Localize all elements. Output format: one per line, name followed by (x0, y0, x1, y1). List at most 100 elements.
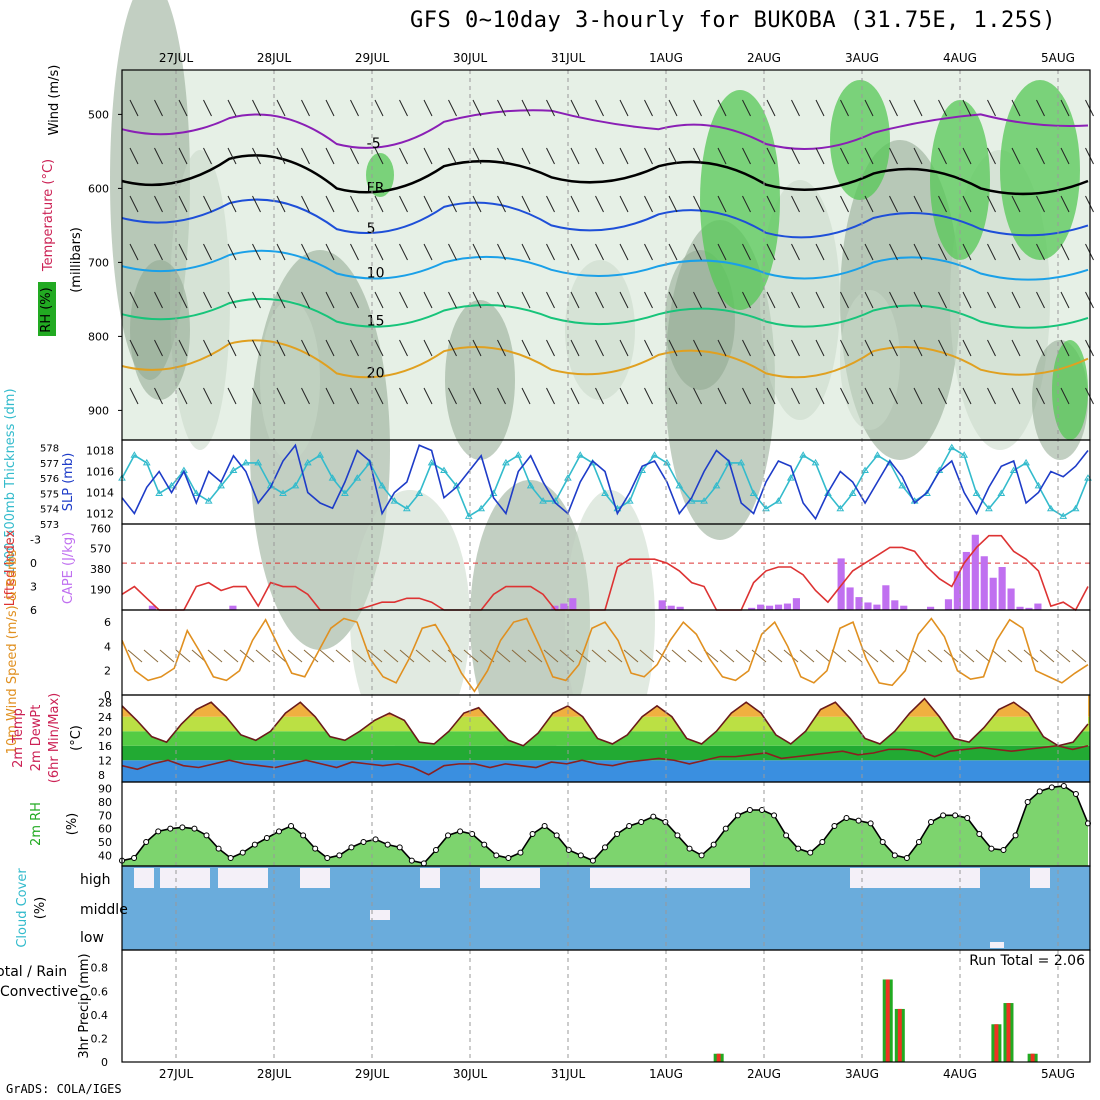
date-top-31JUL: 31JUL (551, 51, 586, 65)
cape-bar (864, 602, 872, 610)
rh-point (1072, 791, 1079, 797)
rh-point (493, 852, 500, 859)
upper-wind-barb (840, 147, 849, 165)
wind-barb (431, 649, 447, 663)
upper-wind-barb (619, 195, 629, 213)
rh-point (565, 847, 572, 853)
temp-tick-28: 28 (98, 696, 112, 709)
upper-wind-barb (178, 243, 188, 261)
label-cloud-unit: (%) (33, 897, 48, 920)
upper-wind-barb (570, 243, 580, 261)
thickness-line-marker (142, 458, 151, 466)
upper-wind-barb (1036, 195, 1045, 213)
thickness-line-marker (811, 458, 820, 466)
rh-point (360, 839, 367, 845)
rh-point (589, 857, 596, 864)
upper-wind-barb (350, 147, 359, 165)
precip-tick-0.8: 0.8 (91, 962, 109, 975)
wind-barb (767, 649, 783, 663)
wind-barb (143, 649, 159, 663)
upper-wind-barb (595, 147, 604, 165)
label-wind-10m: 10m Wind Speed (m/s) & Barbs (5, 549, 20, 754)
rh-point (215, 845, 222, 852)
upper-wind-barb (325, 339, 335, 357)
cape-bar (953, 571, 961, 610)
rh-shade-1 (170, 150, 230, 450)
upper-wind-barb (350, 195, 359, 213)
upper-wind-barb (497, 147, 506, 165)
upper-wind-barb (472, 99, 482, 117)
upper-wind-barb (570, 339, 580, 357)
rh-point (819, 839, 826, 845)
upper-wind-barb (497, 339, 506, 357)
temp-tick-20: 20 (98, 725, 112, 738)
upper-wind-barb (938, 243, 947, 261)
upper-wind-barb (1060, 195, 1070, 213)
upper-wind-barb (301, 195, 310, 213)
upper-wind-barb (521, 243, 531, 261)
upper-wind-barb (301, 291, 310, 309)
upper-wind-barb (766, 291, 776, 309)
rh-point (227, 855, 234, 861)
upper-wind-barb (423, 147, 433, 165)
wind-barb (1007, 649, 1023, 663)
thickness-line-marker (799, 451, 808, 458)
rh-high-0 (366, 153, 394, 197)
thickness-line-marker (291, 481, 300, 489)
upper-wind-barb (546, 387, 555, 405)
rh-point (1000, 847, 1007, 853)
thickness-line-marker (985, 504, 993, 512)
rh-point (662, 819, 669, 825)
thickness-line-marker (650, 451, 659, 458)
rh-point (1036, 788, 1043, 795)
temp-contour--5 (121, 109, 1089, 151)
precip-convective-bar (716, 1053, 721, 1062)
temp-contour-label-20: 20 (367, 365, 385, 381)
upper-wind-barb (374, 339, 384, 357)
dewpt-2m-line (121, 744, 1089, 776)
wind-barb (751, 649, 767, 663)
wind-barb (319, 649, 335, 663)
upper-wind-barb (203, 99, 212, 117)
label-millibars: (millibars) (69, 227, 84, 293)
rh-point (952, 812, 959, 819)
rh-point (263, 835, 270, 841)
thickness-line-marker (960, 451, 969, 458)
slp-tick-1012: 1012 (86, 508, 114, 521)
upper-wind-barb (938, 99, 947, 117)
rh-point (855, 817, 862, 824)
wind-barb (863, 649, 879, 663)
rh-high-1 (700, 90, 780, 310)
rh-point (312, 845, 319, 852)
upper-wind-barb (301, 387, 310, 405)
upper-wind-barb (423, 99, 433, 117)
thickness-line-marker (316, 451, 325, 458)
cape-bar (980, 556, 988, 610)
rh-point (179, 824, 186, 831)
chart-title: GFS 0~10day 3-hourly for BUKOBA (31.75E,… (410, 8, 1057, 33)
cape-bar (774, 604, 783, 610)
rh-point (783, 832, 790, 839)
thickness-line-marker (427, 458, 436, 466)
thickness-line-marker (241, 458, 250, 466)
thickness-line-marker (898, 481, 907, 489)
rh-tick-70: 70 (98, 809, 112, 822)
rh-point (324, 855, 331, 861)
rh-point (698, 852, 705, 859)
rh-point (1012, 832, 1019, 839)
upper-wind-barb (1011, 147, 1021, 165)
rh-point (143, 839, 150, 845)
wind-barb (927, 649, 943, 663)
rh-point (131, 855, 138, 861)
upper-wind-barb (154, 291, 163, 309)
wind-barb (607, 649, 623, 663)
upper-wind-barb (129, 243, 139, 261)
label-wind: Wind (m/s) (47, 65, 62, 136)
upper-wind-barb (668, 387, 678, 405)
upper-wind-barb (154, 339, 163, 357)
upper-wind-barb (521, 195, 531, 213)
upper-wind-barb (521, 147, 531, 165)
thickness-line-marker (601, 489, 609, 496)
thickness-tick-573: 573 (40, 520, 59, 531)
upper-wind-barb (742, 99, 751, 117)
